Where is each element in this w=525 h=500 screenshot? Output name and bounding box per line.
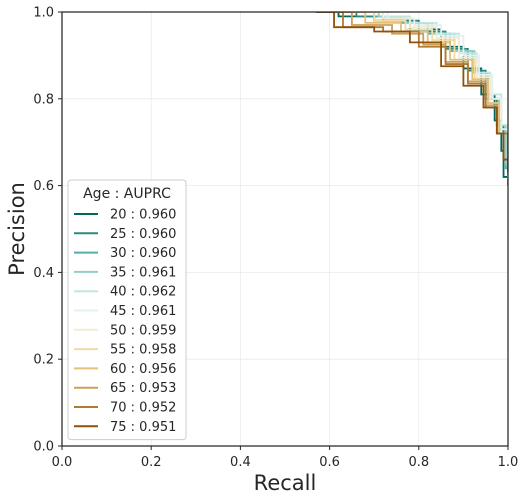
legend-entry-11: 75 : 0.951 [110,420,176,435]
legend-entry-7: 55 : 0.958 [110,343,176,358]
y-tick-label: 0.2 [33,353,54,368]
plot-frame [61,11,509,447]
legend-entry-4: 40 : 0.962 [110,285,176,300]
legend-entry-8: 60 : 0.956 [110,362,176,377]
y-tick-label: 0.6 [33,179,54,194]
y-tick-label: 0.4 [33,266,54,281]
series-line-6 [338,12,508,177]
x-tick-label: 0.0 [52,455,73,470]
legend-entry-10: 70 : 0.952 [110,401,176,416]
x-tick-label: 0.2 [141,455,162,470]
series-lines [316,12,508,186]
x-tick-label: 0.6 [319,455,340,470]
y-tick-label: 1.0 [33,6,54,21]
x-tick-label: 0.8 [408,455,429,470]
legend: Age : AUPRC 20 : 0.960 25 : 0.960 30 : 0.96… [67,179,187,441]
legend-entry-6: 50 : 0.959 [110,323,176,338]
x-tick-label: 0.4 [230,455,251,470]
x-tick-label: 1.0 [498,455,519,470]
legend-entry-5: 45 : 0.961 [110,304,176,319]
legend-entry-9: 65 : 0.953 [110,381,176,396]
legend-entry-2: 30 : 0.960 [110,246,176,261]
y-tick-label: 0.8 [33,92,54,107]
x-axis-label: Recall [254,471,317,495]
legend-entry-1: 25 : 0.960 [110,227,176,242]
legend-entry-0: 20 : 0.960 [110,208,176,223]
axis-ticks: 0.0 0.2 0.4 0.6 0.8 1.0 0.0 0.2 0.4 0.6 0.8 1.0 [33,6,518,471]
legend-title: Age : AUPRC [83,186,171,202]
legend-entry-3: 35 : 0.961 [110,265,176,280]
y-axis-label: Precision [5,182,29,276]
legend-box [67,179,187,441]
y-tick-label: 0.0 [33,440,54,455]
series-line-8 [325,12,508,177]
series-line-11 [316,12,508,173]
